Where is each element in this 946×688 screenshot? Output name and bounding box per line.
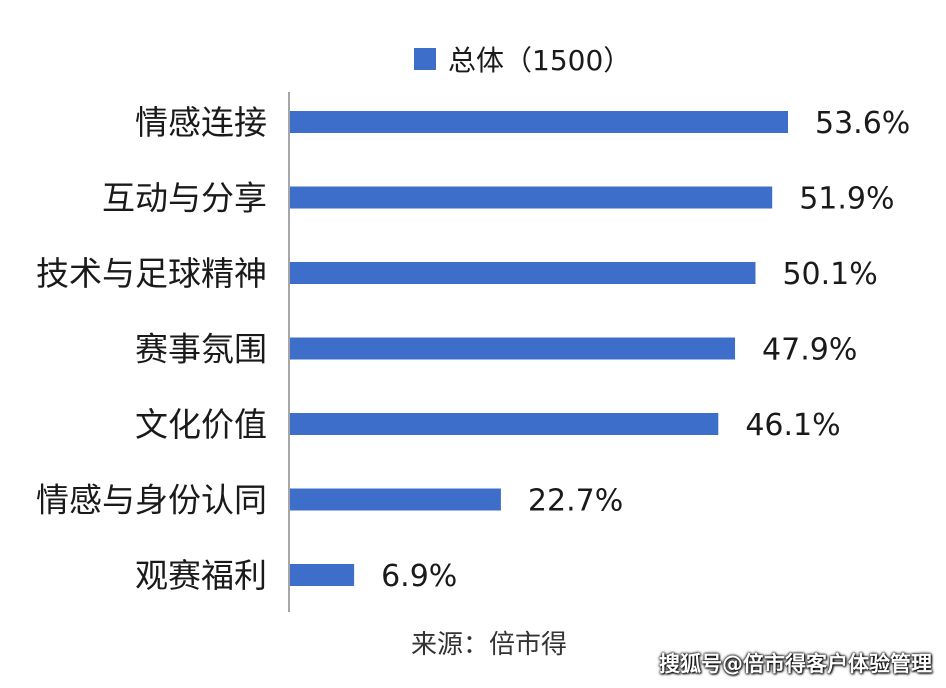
bars-group: 情感连接 53.6% 互动与分享 51.9% 技术与足球精神 50.1% 赛事氛围 47.9%…: [36, 103, 910, 595]
legend: 总体（1500）: [414, 44, 631, 77]
value-label: 22.7%: [528, 484, 623, 519]
value-label: 46.1%: [745, 408, 840, 443]
legend-swatch: [414, 48, 436, 70]
bar: [290, 111, 788, 133]
category-label: 赛事氛围: [135, 330, 267, 369]
category-label: 情感与身份认同: [36, 481, 267, 520]
value-label: 6.9%: [381, 559, 457, 594]
value-label: 47.9%: [762, 333, 857, 368]
category-label: 技术与足球精神: [36, 254, 267, 293]
category-label: 情感连接: [135, 103, 267, 142]
bar: [290, 262, 756, 284]
bar: [290, 186, 773, 209]
source-note: 来源：倍市得: [411, 630, 567, 660]
bar: [290, 413, 719, 435]
category-label: 文化价值: [135, 405, 267, 444]
bar: [290, 337, 736, 360]
legend-label: 总体（1500）: [448, 44, 631, 77]
category-label: 互动与分享: [102, 179, 267, 218]
value-label: 50.1%: [782, 257, 877, 292]
bar: [290, 488, 501, 511]
value-label: 53.6%: [815, 106, 910, 141]
watermark: 搜狐号@倍市得客户体验管理: [659, 652, 932, 676]
bar: [290, 564, 355, 586]
value-label: 51.9%: [799, 182, 894, 217]
category-label: 观赛福利: [135, 556, 267, 595]
